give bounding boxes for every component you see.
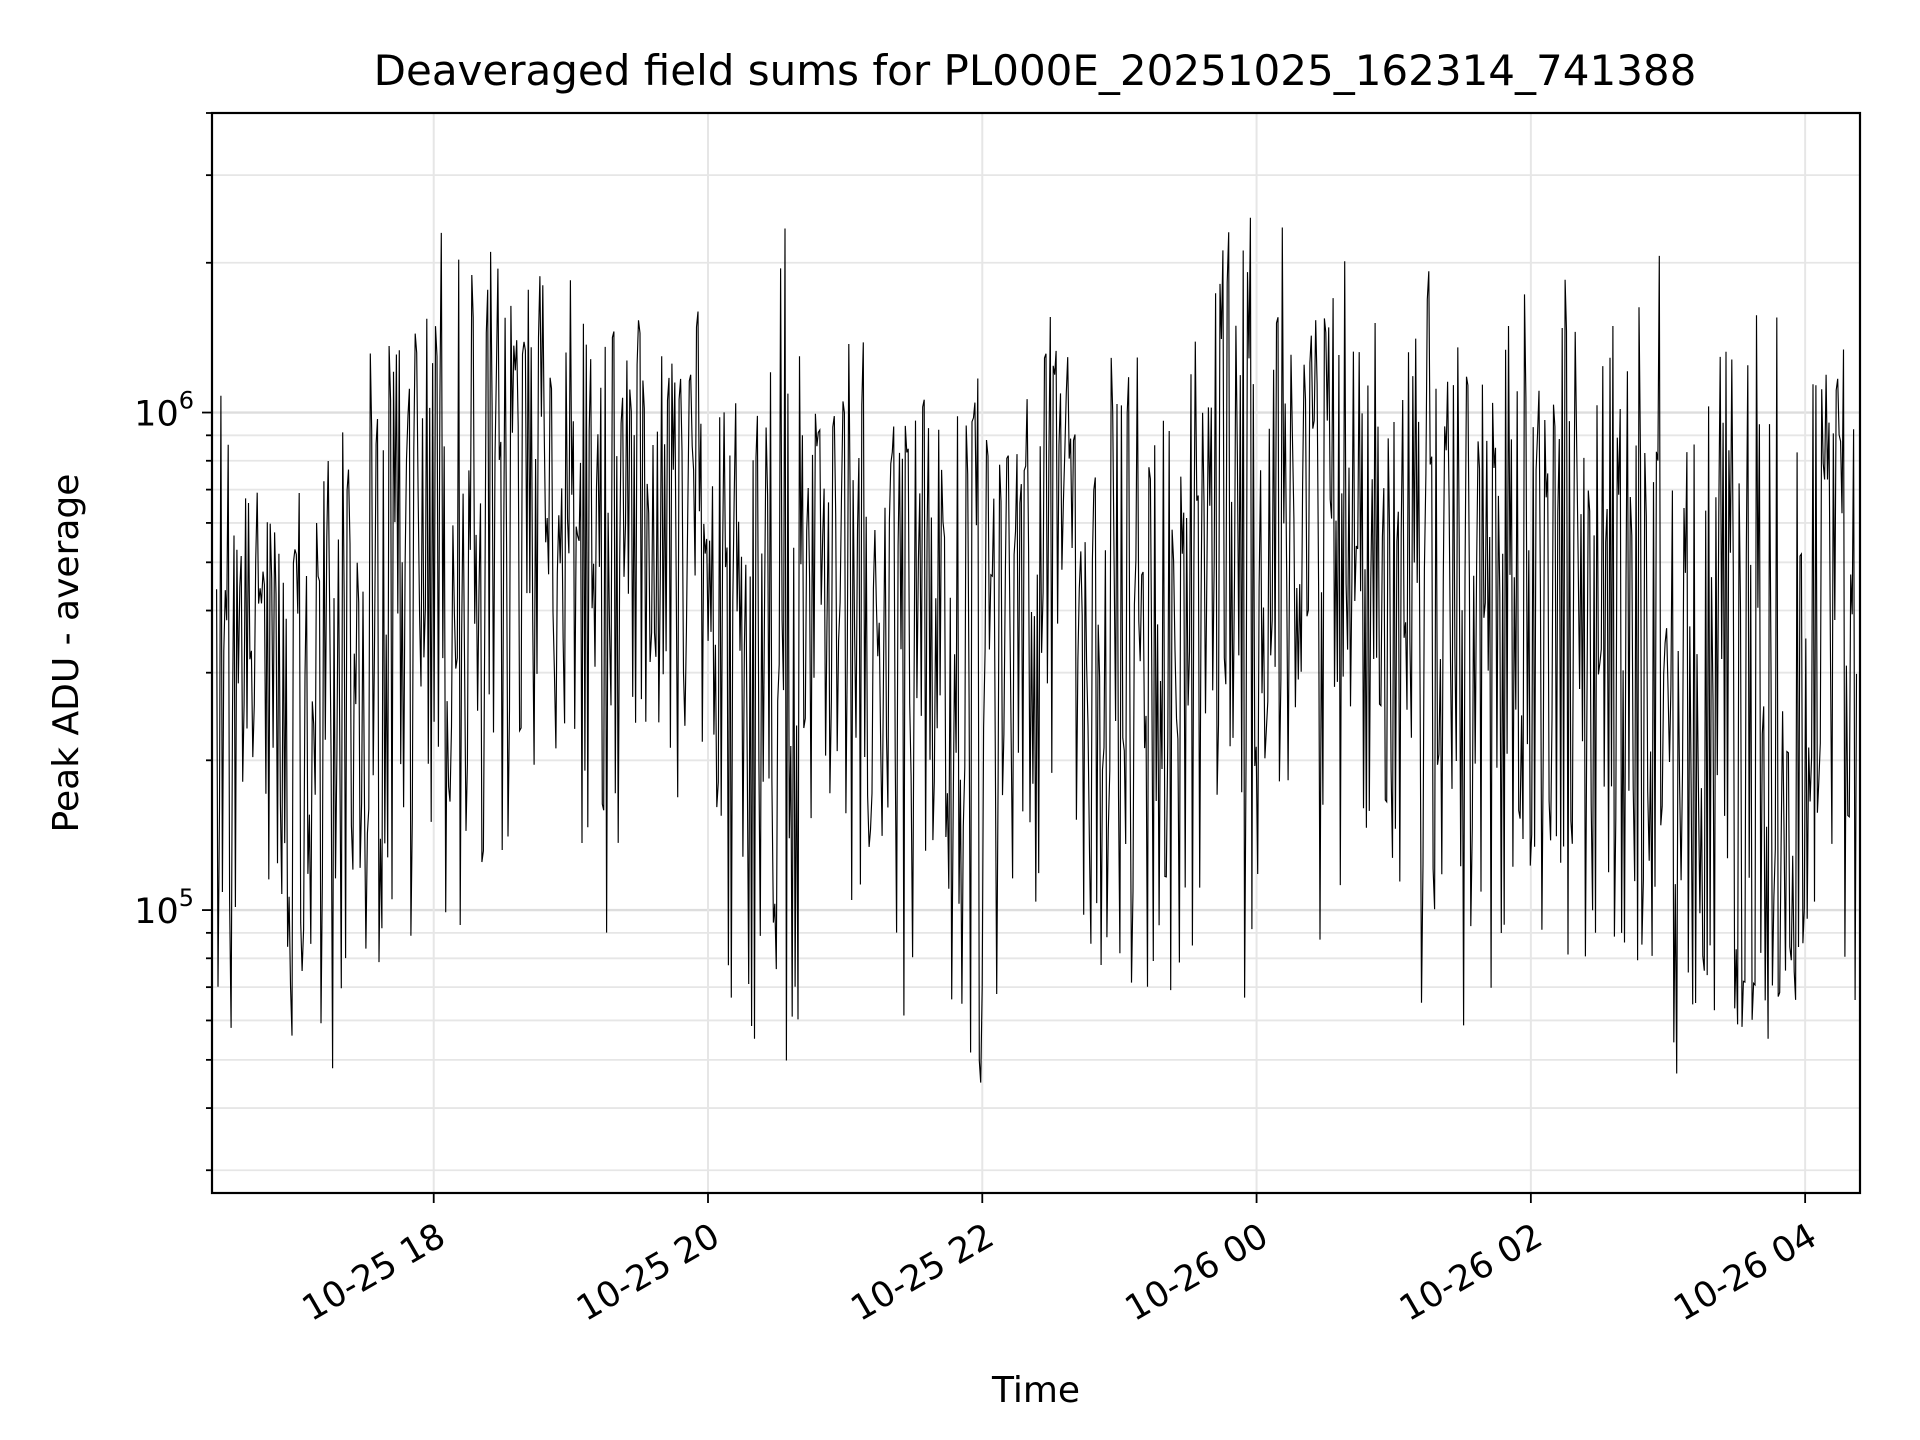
chart-title: Deaveraged field sums for PL000E_2025102… (374, 46, 1697, 95)
y-axis-label: Peak ADU - average (46, 474, 87, 833)
y-tick-label: 105 (134, 884, 194, 932)
y-tick-label: 106 (134, 387, 194, 435)
plot-area-frame (210, 111, 1862, 1195)
series-line (216, 217, 1858, 1083)
y-axis-ticks: 105 106 (134, 112, 212, 1172)
x-axis-label: Time (991, 1370, 1080, 1411)
series-lines (216, 217, 1858, 1083)
